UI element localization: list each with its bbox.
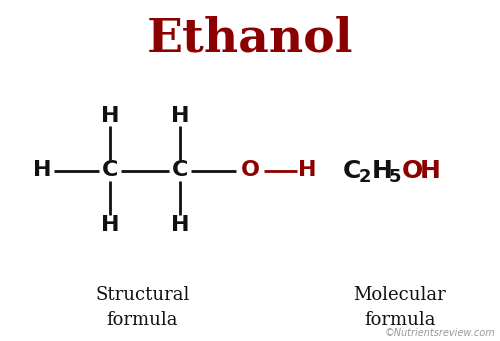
Text: Molecular
formula: Molecular formula: [354, 286, 446, 329]
Text: 5: 5: [389, 168, 402, 186]
Text: 2: 2: [359, 168, 372, 186]
Text: Structural
formula: Structural formula: [96, 286, 190, 329]
Text: Ethanol: Ethanol: [147, 15, 353, 61]
Text: H: H: [101, 106, 119, 126]
Text: C: C: [102, 161, 118, 180]
Text: H: H: [298, 161, 317, 180]
Text: O: O: [240, 161, 260, 180]
Text: C: C: [172, 161, 188, 180]
Text: C: C: [342, 159, 361, 182]
Text: H: H: [101, 215, 119, 235]
Text: O: O: [402, 159, 423, 182]
Text: H: H: [33, 161, 52, 180]
Text: H: H: [372, 159, 392, 182]
Text: H: H: [420, 159, 441, 182]
Text: H: H: [171, 106, 189, 126]
Text: H: H: [171, 215, 189, 235]
Text: ©Nutrientsreview.com: ©Nutrientsreview.com: [384, 328, 495, 338]
